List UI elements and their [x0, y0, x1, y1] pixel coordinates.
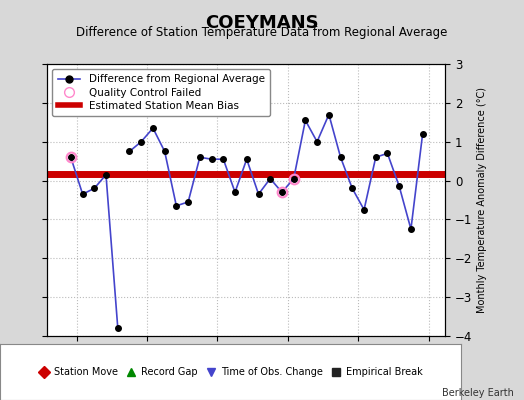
Y-axis label: Monthly Temperature Anomaly Difference (°C): Monthly Temperature Anomaly Difference (… — [477, 87, 487, 313]
Text: Berkeley Earth: Berkeley Earth — [442, 388, 514, 398]
Text: COEYMANS: COEYMANS — [205, 14, 319, 32]
Legend: Difference from Regional Average, Quality Control Failed, Estimated Station Mean: Difference from Regional Average, Qualit… — [52, 69, 270, 116]
Text: Difference of Station Temperature Data from Regional Average: Difference of Station Temperature Data f… — [77, 26, 447, 39]
Legend: Station Move, Record Gap, Time of Obs. Change, Empirical Break: Station Move, Record Gap, Time of Obs. C… — [34, 363, 427, 381]
